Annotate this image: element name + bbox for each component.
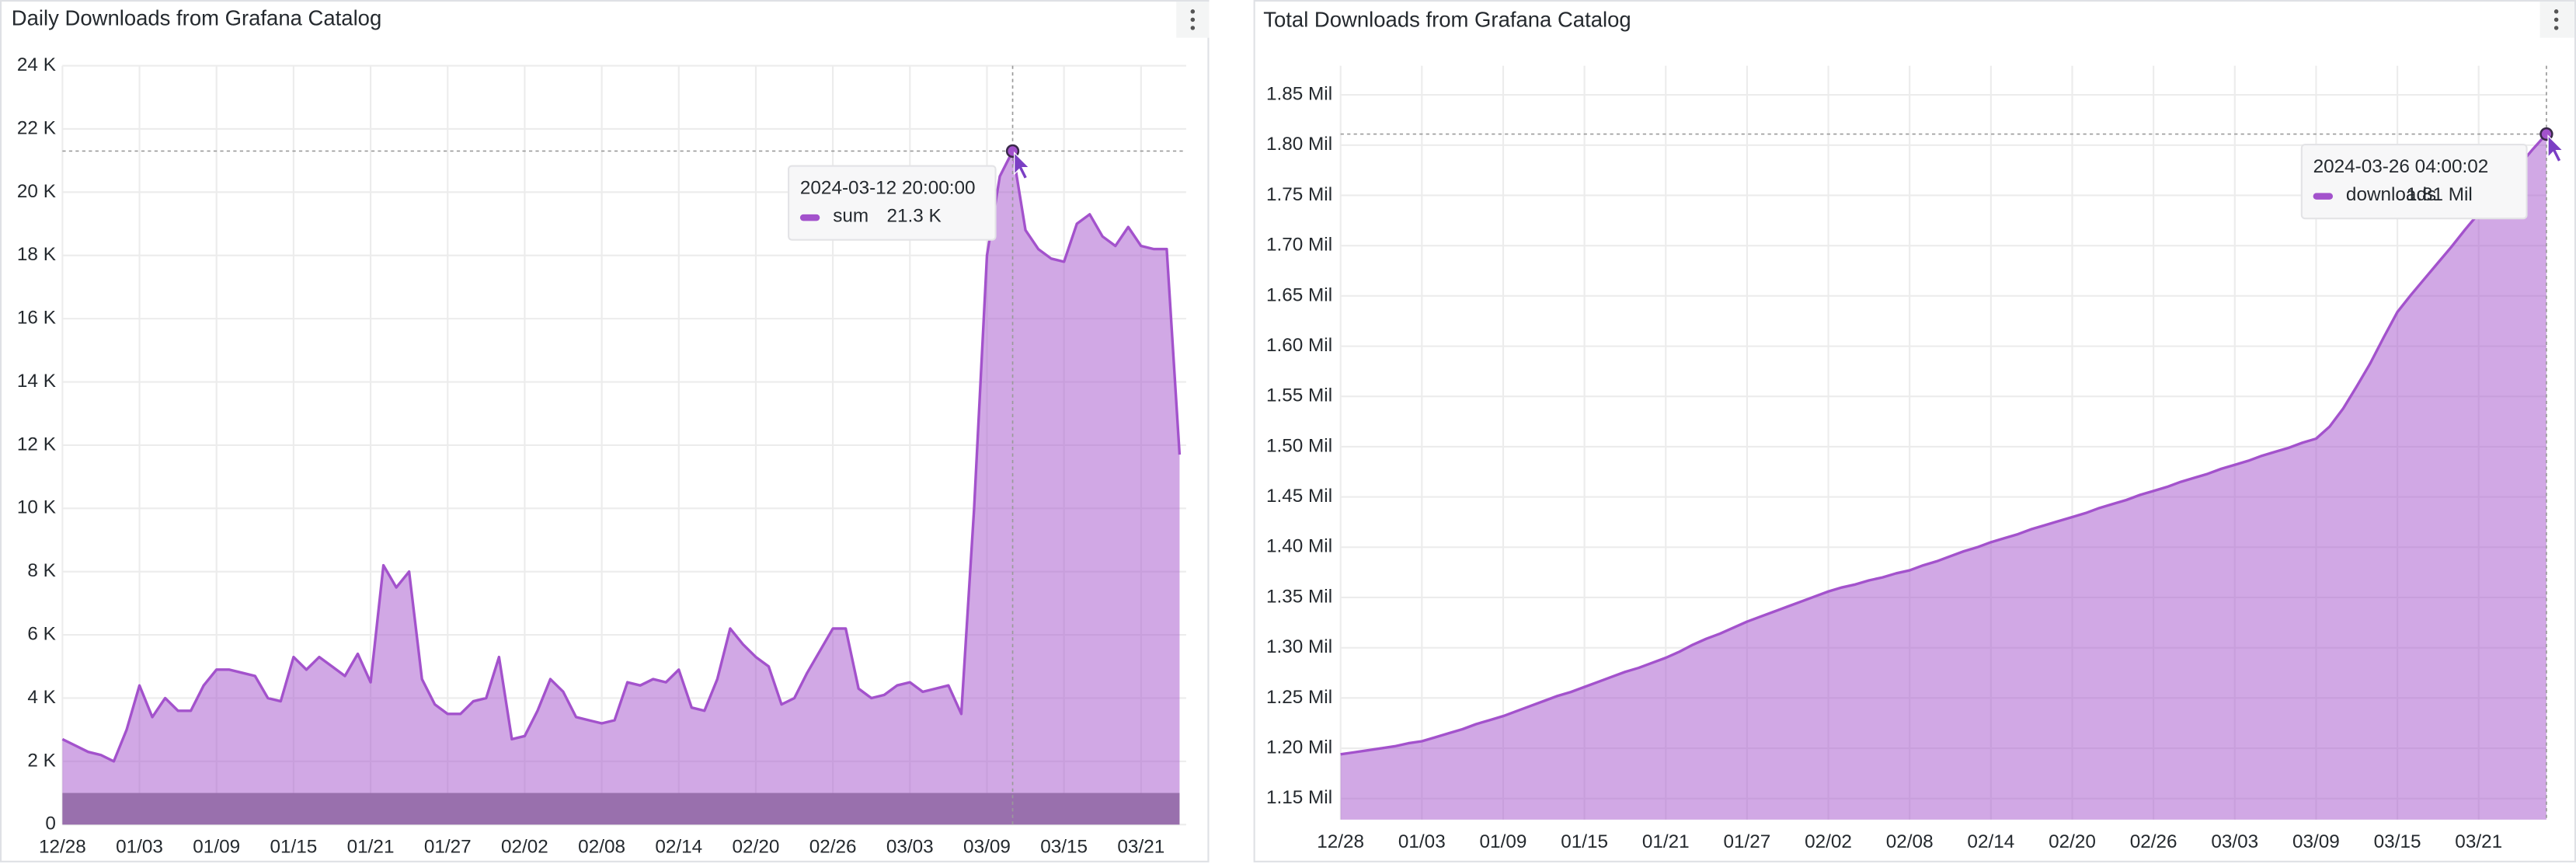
x-tick-label: 03/15 bbox=[1040, 836, 1088, 857]
panel-title: Daily Downloads from Grafana Catalog bbox=[12, 6, 381, 30]
menu-dot bbox=[2553, 17, 2559, 23]
x-tick-label: 01/21 bbox=[1642, 831, 1690, 852]
cursor bbox=[2547, 134, 2564, 163]
y-tick-label: 1.25 Mil bbox=[1266, 687, 1332, 708]
y-tick-label: 14 K bbox=[17, 371, 56, 392]
tooltip-series: downloads bbox=[2346, 184, 2436, 205]
x-tick-label: 01/21 bbox=[347, 836, 395, 857]
y-tick-label: 24 K bbox=[17, 54, 56, 75]
x-tick-label: 03/21 bbox=[1117, 836, 1164, 857]
y-tick-label: 10 K bbox=[17, 497, 56, 518]
tooltip-box bbox=[2300, 143, 2528, 220]
y-tick-label: 16 K bbox=[17, 308, 56, 329]
x-tick-label: 01/09 bbox=[1480, 831, 1527, 852]
tooltip: 2024-03-12 20:00:00 sum 21.3 K bbox=[788, 165, 997, 241]
y-tick-label: 1.30 Mil bbox=[1266, 636, 1332, 657]
y-tick-label: 1.35 Mil bbox=[1266, 586, 1332, 607]
x-tick-label: 01/03 bbox=[1398, 831, 1446, 852]
y-tick-label: 1.85 Mil bbox=[1266, 84, 1332, 105]
y-tick-label: 1.15 Mil bbox=[1266, 787, 1332, 808]
y-tick-label: 1.60 Mil bbox=[1266, 335, 1332, 356]
panel-menu[interactable] bbox=[1176, 2, 1210, 38]
y-tick-label: 1.50 Mil bbox=[1266, 435, 1332, 456]
x-tick-label: 12/28 bbox=[39, 836, 86, 857]
y-tick-label: 22 K bbox=[17, 117, 56, 138]
x-tick-label: 01/15 bbox=[1561, 831, 1608, 852]
x-tick-label: 02/26 bbox=[809, 836, 857, 857]
y-tick-label: 20 K bbox=[17, 181, 56, 202]
x-tick-label: 02/08 bbox=[578, 836, 625, 857]
area-fill bbox=[1340, 134, 2546, 820]
tooltip-series: sum bbox=[833, 205, 869, 226]
x-tick-label: 01/03 bbox=[116, 836, 163, 857]
y-tick-label: 1.45 Mil bbox=[1266, 486, 1332, 507]
x-tick-label: 02/14 bbox=[655, 836, 702, 857]
x-tick-label: 03/21 bbox=[2455, 831, 2502, 852]
x-tick-label: 03/15 bbox=[2374, 831, 2421, 852]
menu-dot bbox=[1190, 17, 1196, 23]
y-tick-label: 18 K bbox=[17, 244, 56, 265]
tooltip-time: 2024-03-12 20:00:00 bbox=[800, 178, 976, 199]
x-tick-label: 03/03 bbox=[2211, 831, 2258, 852]
y-tick-label: 8 K bbox=[27, 560, 55, 581]
x-tick-label: 02/02 bbox=[501, 836, 548, 857]
menu-dot bbox=[2553, 9, 2559, 14]
tooltip-value: 21.3 K bbox=[887, 205, 942, 226]
y-tick-label: 2 K bbox=[27, 750, 55, 771]
x-tick-label: 02/20 bbox=[733, 836, 780, 857]
tooltip-time: 2024-03-26 04:00:02 bbox=[2313, 156, 2489, 177]
y-tick-label: 4 K bbox=[27, 687, 55, 708]
y-tick-label: 0 bbox=[45, 813, 56, 834]
x-tick-label: 01/15 bbox=[270, 836, 317, 857]
x-tick-label: 02/14 bbox=[1967, 831, 2014, 852]
y-tick-label: 1.70 Mil bbox=[1266, 235, 1332, 256]
x-tick-label: 03/03 bbox=[886, 836, 934, 857]
y-tick-label: 1.75 Mil bbox=[1266, 184, 1332, 205]
panel-title: Total Downloads from Grafana Catalog bbox=[1263, 8, 1631, 32]
y-tick-label: 1.65 Mil bbox=[1266, 284, 1332, 305]
tooltip-value: 1.81 Mil bbox=[2407, 184, 2473, 205]
x-tick-label: 02/20 bbox=[2049, 831, 2096, 852]
y-tick-label: 1.55 Mil bbox=[1266, 385, 1332, 406]
x-tick-label: 01/27 bbox=[1723, 831, 1770, 852]
x-tick-label: 03/09 bbox=[963, 836, 1011, 857]
tooltip-swatch bbox=[799, 214, 820, 221]
panel-menu[interactable] bbox=[2539, 2, 2574, 38]
x-tick-label: 02/26 bbox=[2130, 831, 2177, 852]
tooltip-box bbox=[788, 165, 997, 241]
x-tick-label: 03/09 bbox=[2292, 831, 2340, 852]
x-tick-label: 01/09 bbox=[193, 836, 240, 857]
x-tick-label: 02/08 bbox=[1886, 831, 1934, 852]
x-tick-label: 02/02 bbox=[1805, 831, 1852, 852]
series-line bbox=[1340, 133, 2548, 756]
y-tick-label: 12 K bbox=[17, 434, 56, 455]
menu-dot bbox=[1190, 26, 1196, 30]
area-fill bbox=[62, 151, 1180, 825]
y-tick-label: 1.80 Mil bbox=[1266, 134, 1332, 155]
y-tick-label: 1.20 Mil bbox=[1266, 737, 1332, 758]
x-tick-label: 12/28 bbox=[1317, 831, 1364, 852]
x-tick-label: 01/27 bbox=[424, 836, 472, 857]
menu-dot bbox=[1190, 9, 1196, 14]
tooltip-swatch bbox=[2313, 193, 2334, 200]
cursor bbox=[1014, 152, 1031, 180]
y-tick-label: 6 K bbox=[27, 624, 55, 645]
menu-dot bbox=[2553, 26, 2559, 30]
y-tick-label: 1.40 Mil bbox=[1266, 536, 1332, 557]
